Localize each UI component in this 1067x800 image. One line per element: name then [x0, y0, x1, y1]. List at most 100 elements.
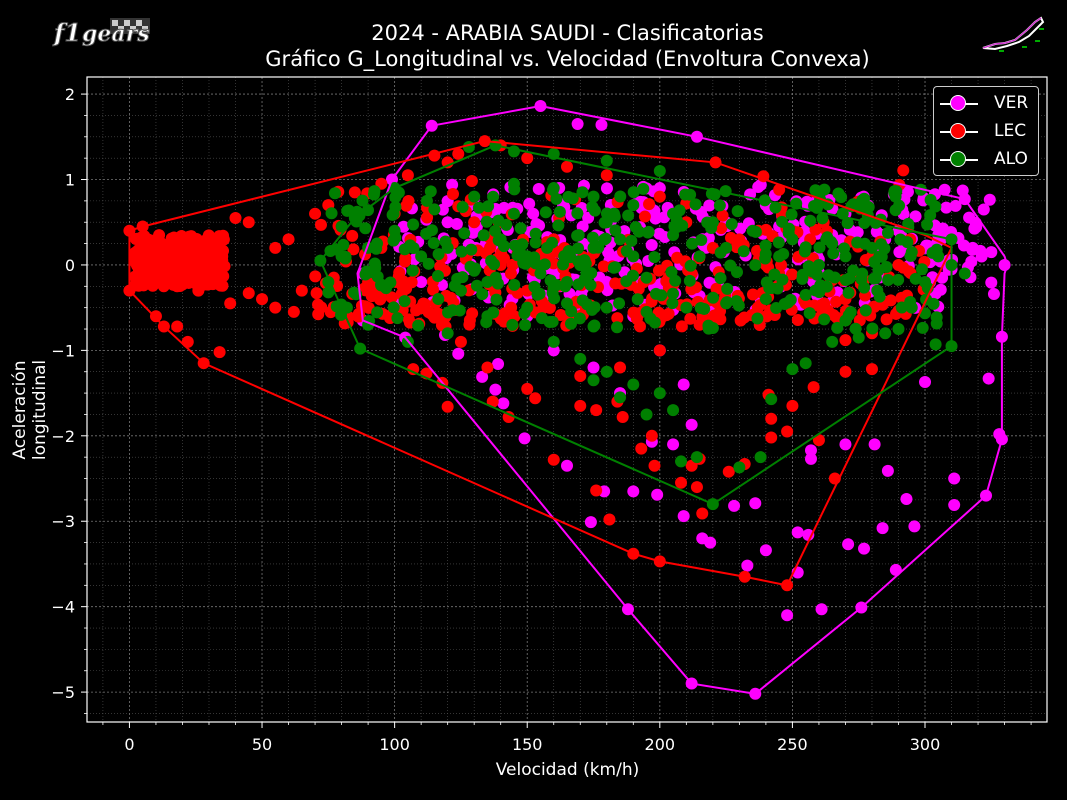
data-point-lec [486, 395, 499, 408]
data-point-alo [546, 287, 559, 300]
data-point-lec [466, 307, 479, 320]
data-point-alo [725, 218, 738, 231]
data-point-ver [987, 287, 1000, 300]
data-point-alo [600, 154, 613, 167]
y-tick-label: −1 [51, 341, 75, 360]
data-point-alo [481, 310, 494, 323]
data-point-alo [627, 250, 640, 263]
data-point-lec [428, 311, 441, 324]
data-point-alo [494, 233, 507, 246]
data-point-alo [842, 286, 855, 299]
data-point-ver [963, 211, 976, 224]
data-point-lec [256, 293, 269, 306]
data-point-lec [807, 381, 820, 394]
data-point-ver [653, 182, 666, 195]
data-point-alo [871, 284, 884, 297]
data-point-alo [614, 190, 627, 203]
data-point-lec [506, 258, 519, 271]
data-point-lec [447, 188, 460, 201]
data-point-alo [929, 200, 942, 213]
data-point-alo [533, 287, 546, 300]
data-point-ver [815, 603, 828, 616]
data-point-lec [791, 314, 804, 327]
data-point-lec [839, 365, 852, 378]
data-point-alo [529, 227, 542, 240]
data-point-alo [915, 263, 928, 276]
data-point-ver [527, 207, 540, 220]
data-point-alo [585, 303, 598, 316]
data-point-alo [786, 363, 799, 376]
data-point-alo [521, 301, 534, 314]
data-point-ver [900, 493, 913, 506]
data-point-lec [521, 382, 534, 395]
data-point-alo [686, 237, 699, 250]
data-point-lec [781, 425, 794, 438]
data-point-alo [730, 295, 743, 308]
data-point-alo [324, 244, 337, 257]
data-point-alo [573, 312, 586, 325]
data-point-alo [695, 234, 708, 247]
data-point-lec [171, 280, 184, 293]
data-point-alo [432, 248, 445, 261]
data-point-alo [614, 233, 627, 246]
data-point-lec [809, 223, 822, 236]
data-point-alo [633, 225, 646, 238]
data-point-ver [489, 383, 502, 396]
data-point-alo [455, 245, 468, 258]
data-point-alo [847, 264, 860, 277]
data-point-ver [949, 199, 962, 212]
data-point-lec [312, 298, 325, 311]
data-point-ver [728, 499, 741, 512]
data-point-alo [822, 269, 835, 282]
data-point-lec [398, 255, 411, 268]
f1gears-logo: f1 gears [52, 14, 162, 50]
data-point-alo [637, 182, 650, 195]
legend-item-lec: LEC [940, 119, 1036, 143]
data-point-alo [587, 374, 600, 387]
data-point-alo [481, 276, 494, 289]
data-point-lec [282, 233, 295, 246]
data-point-ver [804, 452, 817, 465]
y-tick-label: 0 [65, 256, 75, 275]
data-point-alo [653, 164, 666, 177]
data-point-alo [786, 233, 799, 246]
data-point-alo [865, 241, 878, 254]
data-point-ver [977, 203, 990, 216]
data-point-alo [875, 238, 888, 251]
data-point-ver [985, 246, 998, 259]
data-point-alo [564, 317, 577, 330]
data-point-alo [751, 312, 764, 325]
x-tick-label: 0 [124, 735, 134, 754]
data-point-lec [611, 312, 624, 325]
data-point-alo [749, 259, 762, 272]
data-point-lec [690, 481, 703, 494]
data-point-alo [586, 200, 599, 213]
data-point-ver [492, 358, 505, 371]
data-point-alo [561, 276, 573, 289]
data-point-alo [371, 306, 384, 319]
data-point-alo [932, 250, 945, 263]
data-point-ver [802, 528, 815, 541]
data-point-alo [458, 227, 471, 240]
data-point-alo [892, 273, 905, 286]
data-point-lec [734, 314, 747, 327]
data-point-alo [892, 323, 905, 336]
data-point-alo [653, 387, 666, 400]
data-point-alo [812, 258, 825, 271]
data-point-ver [791, 526, 804, 539]
hull-lec [128, 140, 953, 587]
data-point-alo [759, 239, 772, 252]
data-point-alo [648, 251, 661, 264]
data-point-ver [476, 370, 489, 383]
data-point-alo [856, 194, 869, 207]
x-tick-label: 200 [645, 735, 676, 754]
data-point-lec [537, 301, 550, 314]
data-point-ver [948, 472, 961, 485]
data-point-alo [813, 241, 826, 254]
data-point-lec [164, 266, 177, 279]
data-point-lec [452, 147, 465, 160]
data-point-alo [564, 251, 577, 264]
data-point-ver [523, 197, 536, 210]
data-point-ver [842, 538, 855, 551]
data-point-alo [847, 198, 860, 211]
